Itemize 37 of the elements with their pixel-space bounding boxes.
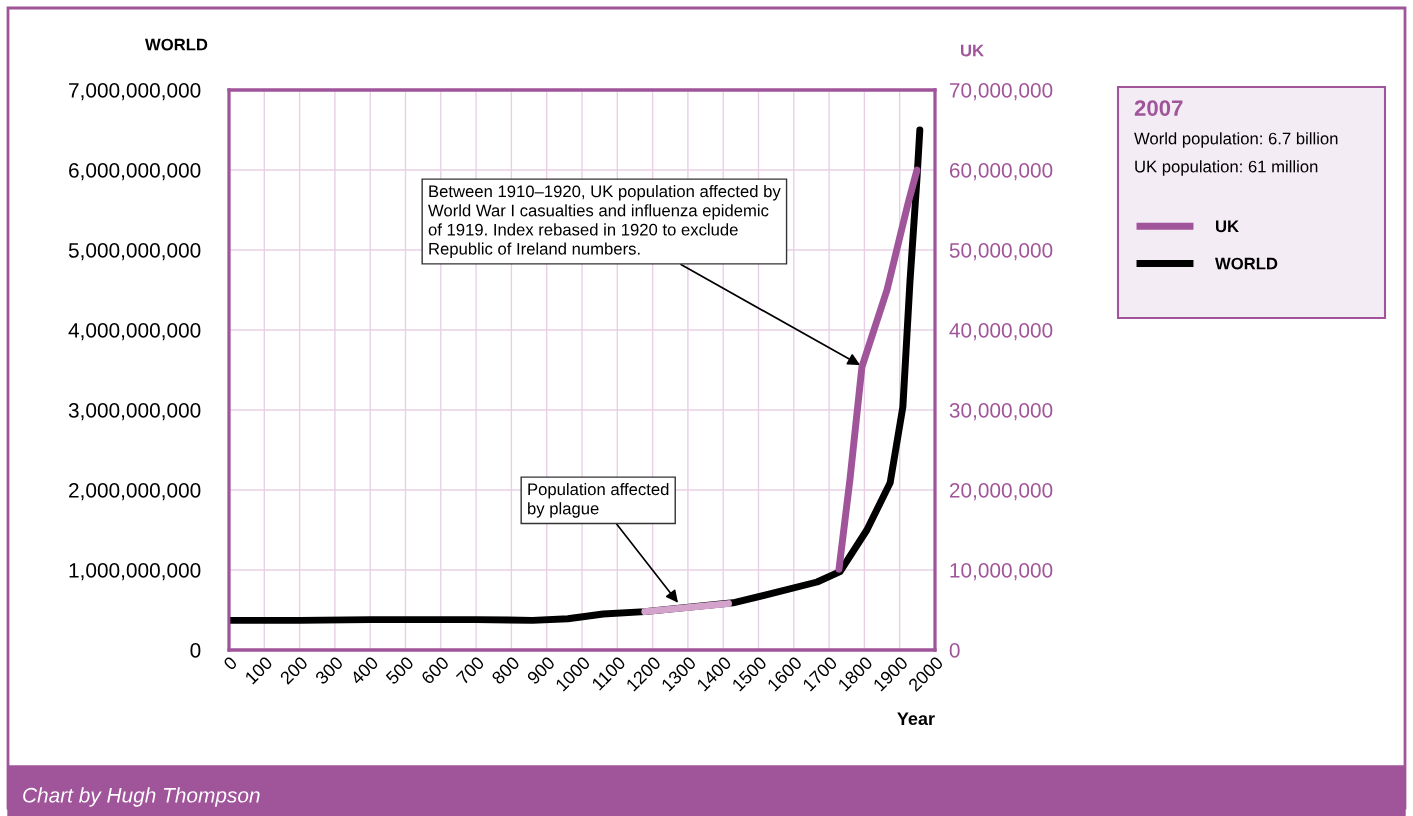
text: World population: 6.7 billion <box>1134 132 1338 148</box>
x-tick-label: 200 <box>279 655 309 685</box>
y2-tick-label: 10,000,000 <box>950 563 1053 581</box>
text: Chart by Hugh Thompson <box>23 787 260 807</box>
y-tick-label: 5,000,000,000 <box>68 243 201 261</box>
y2-tick-label: 0 <box>949 643 960 658</box>
legend-label: UK <box>1216 220 1239 233</box>
x-tick-label: 800 <box>490 655 521 685</box>
text: 2007 <box>1134 100 1183 116</box>
y2-tick-label: 20,000,000 <box>949 483 1053 501</box>
y-axis-title: WORLD <box>145 38 208 51</box>
x-tick-label: 100 <box>244 655 274 685</box>
x-tick-label: 700 <box>455 655 485 685</box>
y2-tick-label: 60,000,000 <box>949 163 1053 181</box>
y2-tick-label: 50,000,000 <box>949 243 1053 261</box>
y2-tick-label: 30,000,000 <box>949 403 1053 421</box>
y2-axis-title: UK <box>961 44 984 57</box>
y-tick-label: 7,000,000,000 <box>69 83 201 101</box>
y-tick-label: 0 <box>190 643 201 658</box>
y2-tick-label: 70,000,000 <box>949 83 1053 101</box>
text: UK population: 61 million <box>1135 160 1318 176</box>
y2-tick-label: 40,000,000 <box>949 323 1053 341</box>
y-tick-label: 4,000,000,000 <box>68 323 201 341</box>
x-tick-label: 400 <box>349 655 380 686</box>
x-tick-label: 500 <box>385 655 415 686</box>
y-tick-label: 2,000,000,000 <box>69 483 201 501</box>
annotation: Between 1910–1920, UK population affected by World War I casualties and influenza epidemic of 1919. Index rebased in 1920 to exclude Republic of Ireland numbers. <box>428 185 781 259</box>
legend-label: WORLD <box>1215 257 1278 270</box>
y-tick-label: 3,000,000,000 <box>68 403 201 421</box>
x-axis-title: Year <box>897 712 935 726</box>
x-tick-label: 600 <box>420 655 450 685</box>
x-tick-label: 900 <box>526 655 556 685</box>
x-tick-label: 300 <box>314 655 344 686</box>
annotation: Population affected by plague <box>528 483 669 518</box>
y-tick-label: 1,000,000,000 <box>69 563 201 581</box>
y-tick-label: 6,000,000,000 <box>69 163 201 181</box>
x-tick-label: 0 <box>222 655 238 671</box>
